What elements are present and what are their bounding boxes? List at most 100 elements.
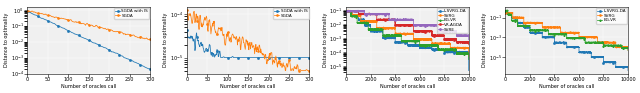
EG-VR <box>573 38 581 39</box>
SVRG <box>502 12 509 13</box>
SVRG <box>342 11 350 12</box>
VR-AGDA <box>342 11 350 12</box>
Line: L-SVRG-DA: L-SVRG-DA <box>346 10 469 71</box>
SGDA <box>282 70 289 71</box>
L-SVRG-DA <box>573 47 581 48</box>
VR-AGDA <box>346 10 353 11</box>
SGDA <box>147 39 154 40</box>
L-SVRG-DA <box>427 47 435 49</box>
Y-axis label: Distance to optimality: Distance to optimality <box>163 13 168 67</box>
SVRE <box>425 25 433 26</box>
SGDA with IS <box>73 34 81 35</box>
SGDA <box>127 35 135 36</box>
EG-VR <box>465 59 472 60</box>
L-SVRG-DA <box>342 10 350 11</box>
Legend: L-SVRG-DA, SVRG, EG-VR: L-SVRG-DA, SVRG, EG-VR <box>596 8 627 24</box>
SVRG <box>624 50 632 51</box>
Y-axis label: Distance to optimality: Distance to optimality <box>482 13 487 67</box>
SGDA with IS <box>127 60 135 61</box>
SVRE <box>342 11 350 12</box>
SVRG <box>618 47 626 48</box>
EG-VR <box>342 10 350 11</box>
L-SVRG-DA <box>355 19 362 20</box>
SGDA with IS <box>137 65 145 66</box>
L-SVRG-DA <box>465 70 472 71</box>
EG-VR <box>584 42 592 43</box>
EG-VR <box>355 22 362 23</box>
SGDA with IS <box>280 57 287 58</box>
SGDA with IS <box>77 36 85 37</box>
SGDA <box>297 70 305 71</box>
EG-VR <box>618 48 626 49</box>
SGDA <box>232 36 240 37</box>
L-SVRG-DA <box>514 22 522 23</box>
X-axis label: Number of oracles call: Number of oracles call <box>220 84 276 89</box>
SGDA with IS <box>24 11 31 12</box>
EG-VR <box>624 50 632 51</box>
X-axis label: Number of oracles call: Number of oracles call <box>380 84 435 89</box>
SVRG <box>584 37 592 38</box>
SVRG <box>465 56 472 57</box>
L-SVRG-DA <box>502 12 509 13</box>
L-SVRG-DA <box>525 27 533 28</box>
X-axis label: Number of oracles call: Number of oracles call <box>539 84 595 89</box>
SVRE <box>355 11 362 12</box>
SGDA with IS <box>267 57 275 58</box>
L-SVRG-DA <box>624 70 632 71</box>
SGDA <box>145 39 153 40</box>
Y-axis label: Distance to optimality: Distance to optimality <box>323 13 328 67</box>
SVRG <box>355 15 362 16</box>
EG-VR <box>459 53 467 54</box>
SVRE <box>465 39 472 40</box>
Line: VR-AGDA: VR-AGDA <box>346 10 469 45</box>
SVRE <box>427 25 435 26</box>
EG-VR <box>503 9 511 11</box>
SGDA <box>183 9 191 11</box>
L-SVRG-DA <box>586 52 594 53</box>
SGDA with IS <box>147 68 154 69</box>
SGDA with IS <box>108 51 115 52</box>
VR-AGDA <box>425 31 433 32</box>
EG-VR <box>514 25 522 26</box>
Line: EG-VR: EG-VR <box>346 10 469 60</box>
Line: SGDA: SGDA <box>27 10 150 40</box>
Line: L-SVRG-DA: L-SVRG-DA <box>505 12 628 71</box>
SGDA with IS <box>287 57 294 58</box>
SVRG <box>459 47 467 48</box>
VR-AGDA <box>465 44 472 45</box>
SVRG <box>425 39 433 40</box>
Line: SVRG: SVRG <box>505 12 628 51</box>
Legend: SGDA with IS, SGDA: SGDA with IS, SGDA <box>273 8 308 19</box>
Line: SGDA: SGDA <box>186 9 310 71</box>
Line: SVRG: SVRG <box>346 9 469 57</box>
SVRE <box>414 25 422 26</box>
SGDA <box>108 29 115 30</box>
EG-VR <box>425 45 433 46</box>
Line: EG-VR: EG-VR <box>505 9 628 51</box>
L-SVRG-DA <box>425 47 433 48</box>
SVRG <box>427 39 435 40</box>
VR-AGDA <box>366 14 374 15</box>
L-SVRG-DA <box>459 51 467 52</box>
SVRG <box>506 12 514 13</box>
EG-VR <box>366 29 374 31</box>
L-SVRG-DA <box>366 25 374 26</box>
SGDA <box>287 70 294 71</box>
SGDA <box>237 47 244 48</box>
L-SVRG-DA <box>346 10 354 11</box>
SGDA <box>120 33 128 34</box>
SGDA with IS <box>233 57 241 58</box>
VR-AGDA <box>427 31 435 32</box>
Legend: L-SVRG-DA, SVRG, EG-VR, VR-AGDA, SVRE: L-SVRG-DA, SVRG, EG-VR, VR-AGDA, SVRE <box>436 8 468 33</box>
SVRE <box>459 35 467 36</box>
SGDA with IS <box>183 29 191 30</box>
SGDA <box>77 23 85 24</box>
SVRG <box>414 39 422 40</box>
SVRG <box>514 17 522 18</box>
X-axis label: Number of oracles call: Number of oracles call <box>61 84 116 89</box>
SGDA <box>73 22 81 23</box>
SGDA <box>137 36 145 37</box>
Y-axis label: Distance to optimality: Distance to optimality <box>4 13 9 67</box>
SVRG <box>525 22 533 23</box>
SVRG <box>573 32 581 33</box>
